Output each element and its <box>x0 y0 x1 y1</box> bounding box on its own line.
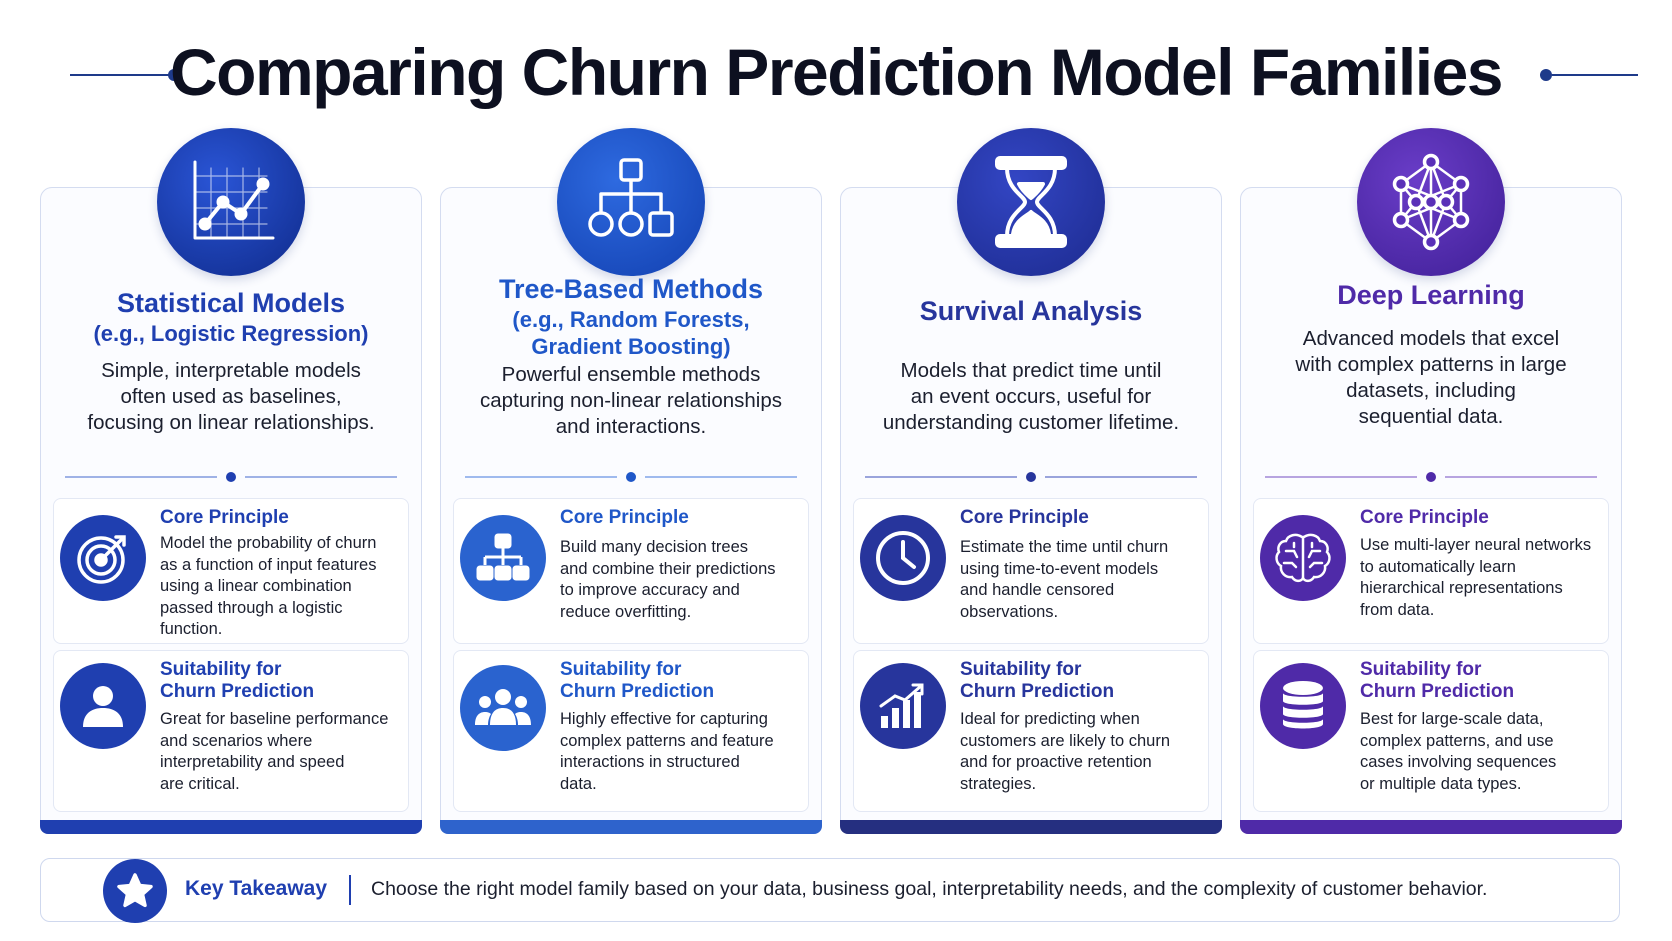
panel-heading: Core Principle <box>960 507 1089 528</box>
target-icon <box>60 515 146 601</box>
database-icon <box>1260 663 1346 749</box>
clock-icon <box>860 515 946 601</box>
title-rule-right <box>1552 74 1638 76</box>
panel-heading: Suitability for Churn Prediction <box>960 659 1115 702</box>
card-accent-bar <box>40 820 422 834</box>
core-principle-panel: Core Principle Estimate the time until c… <box>853 498 1209 644</box>
card-description: Powerful ensemble methods capturing non-… <box>480 363 782 438</box>
star-icon <box>103 859 167 923</box>
title-dot-left <box>168 69 180 81</box>
page-title: Comparing Churn Prediction Model Familie… <box>170 35 1503 109</box>
card-accent-bar <box>440 820 822 834</box>
card-tree-based-methods: Tree-Based Methods (e.g., Random Forests… <box>440 128 822 834</box>
panel-text: Estimate the time until churn using time-… <box>960 538 1169 621</box>
card-survival-analysis: Survival Analysis Models that predict ti… <box>840 128 1222 834</box>
panel-text: Model the probability of churn as a funct… <box>160 534 377 638</box>
growth-chart-icon <box>860 663 946 749</box>
core-principle-panel: Core Principle Build many decision trees… <box>453 498 809 644</box>
panel-heading: Core Principle <box>1360 507 1489 528</box>
key-takeaway-label: Key Takeaway <box>185 877 328 900</box>
panel-heading: Suitability for Churn Prediction <box>1360 659 1515 702</box>
panel-text: Great for baseline performance and scenar… <box>160 710 389 793</box>
card-title: Survival Analysis <box>919 296 1143 326</box>
panel-heading: Core Principle <box>560 507 689 528</box>
brain-icon <box>1260 515 1346 601</box>
divider <box>465 470 797 484</box>
card-accent-bar <box>1240 820 1622 834</box>
hierarchy-icon <box>460 515 546 601</box>
card-description: Advanced models that excel with complex … <box>1295 327 1567 428</box>
core-principle-panel: Core Principle Model the probability of … <box>53 498 409 644</box>
hourglass-icon <box>957 128 1105 276</box>
footer-separator <box>349 875 351 905</box>
panel-heading: Suitability for Churn Prediction <box>560 659 715 702</box>
panel-heading: Suitability for Churn Prediction <box>160 659 315 702</box>
suitability-panel: Suitability for Churn Prediction Ideal fo… <box>853 650 1209 812</box>
key-takeaway-text: Choose the right model family based on y… <box>371 878 1488 900</box>
card-accent-bar <box>840 820 1222 834</box>
card-title: Deep Learning <box>1337 280 1525 310</box>
core-principle-panel: Core Principle Use multi-layer neural ne… <box>1253 498 1609 644</box>
title-row: Comparing Churn Prediction Model Familie… <box>0 28 1672 118</box>
group-icon <box>460 665 546 751</box>
card-description: Models that predict time until an event … <box>882 359 1180 434</box>
divider <box>65 470 397 484</box>
key-takeaway-banner: Key Takeaway Choose the right model fami… <box>40 858 1620 923</box>
tree-diagram-icon <box>557 128 705 276</box>
panel-text: Best for large-scale data, complex patter… <box>1360 710 1557 793</box>
divider <box>1265 470 1597 484</box>
panel-heading: Core Principle <box>160 507 289 528</box>
panel-text: Use multi-layer neural networks to automa… <box>1360 536 1592 619</box>
card-description: Simple, interpretable models often used … <box>87 359 375 434</box>
card-title: Tree-Based Methods <box>498 274 764 304</box>
card-statistical-models: Statistical Models (e.g., Logistic Regre… <box>40 128 422 834</box>
panel-text: Highly effective for capturing complex pa… <box>560 710 774 793</box>
neural-network-icon <box>1357 128 1505 276</box>
panel-text: Ideal for predicting when customers are l… <box>960 710 1170 793</box>
title-rule-left <box>70 74 170 76</box>
card-title: Statistical Models <box>116 288 346 318</box>
line-chart-icon <box>157 128 305 276</box>
card-deep-learning: Deep Learning Advanced models that excel… <box>1240 128 1622 834</box>
suitability-panel: Suitability for Churn Prediction Highly e… <box>453 650 809 812</box>
title-dot-right <box>1540 69 1552 81</box>
user-icon <box>60 663 146 749</box>
divider <box>865 470 1197 484</box>
card-subtitle: (e.g., Logistic Regression) <box>93 321 369 346</box>
card-subtitle: (e.g., Random Forests, Gradient Boosting) <box>512 307 750 359</box>
suitability-panel: Suitability for Churn Prediction Best for… <box>1253 650 1609 812</box>
suitability-panel: Suitability for Churn Prediction Great fo… <box>53 650 409 812</box>
panel-text: Build many decision trees and combine the… <box>560 538 776 621</box>
